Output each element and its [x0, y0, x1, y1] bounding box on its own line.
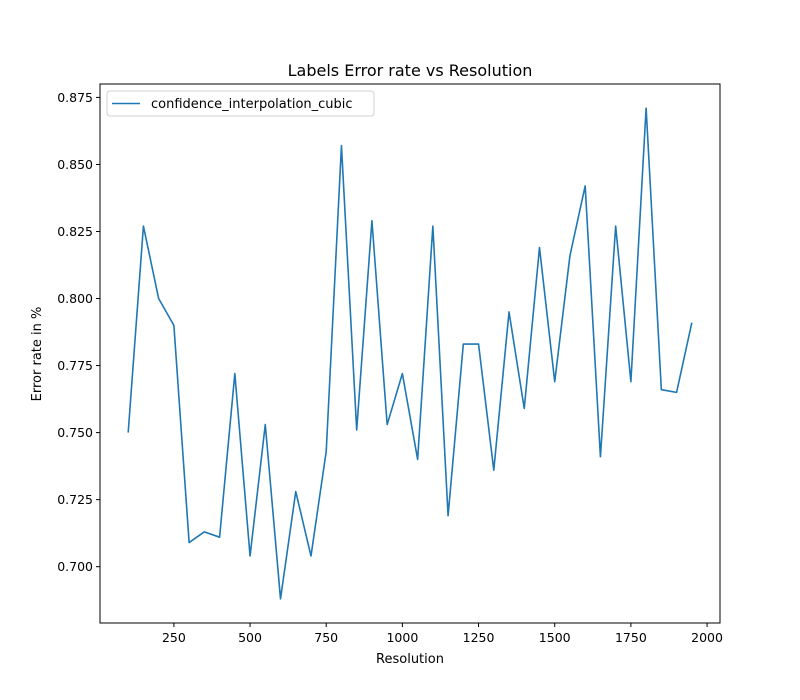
legend-entry-label: confidence_interpolation_cubic — [151, 97, 353, 112]
x-axis-label: Resolution — [376, 652, 444, 667]
y-tick-label: 0.850 — [57, 157, 93, 172]
y-tick-label: 0.825 — [57, 224, 93, 239]
x-tick-label: 1500 — [539, 630, 571, 645]
chart-title: Labels Error rate vs Resolution — [288, 61, 533, 80]
plot-frame — [99, 83, 721, 624]
x-tick-label: 2000 — [691, 630, 723, 645]
legend: confidence_interpolation_cubic — [106, 90, 375, 117]
x-tick-label: 1750 — [615, 630, 647, 645]
legend-box — [106, 90, 375, 117]
x-tick-label: 750 — [314, 630, 338, 645]
x-tick-label: 1250 — [463, 630, 495, 645]
series-line — [127, 107, 693, 600]
y-axis-ticks: 0.700 0.725 0.750 0.775 0.800 0.825 0.850 0.875 — [57, 90, 100, 574]
x-axis-ticks: 250 500 750 1000 1250 1500 1750 2000 — [162, 623, 723, 645]
plot-area — [99, 83, 721, 624]
y-tick-label: 0.750 — [57, 425, 93, 440]
x-tick-label: 1000 — [386, 630, 418, 645]
y-tick-label: 0.775 — [57, 358, 93, 373]
y-tick-label: 0.700 — [57, 559, 93, 574]
x-tick-label: 500 — [238, 630, 262, 645]
y-axis-label: Error rate in % — [30, 307, 45, 402]
y-tick-label: 0.725 — [57, 492, 93, 507]
y-tick-label: 0.800 — [57, 291, 93, 306]
y-tick-label: 0.875 — [57, 90, 93, 105]
x-tick-label: 250 — [162, 630, 186, 645]
